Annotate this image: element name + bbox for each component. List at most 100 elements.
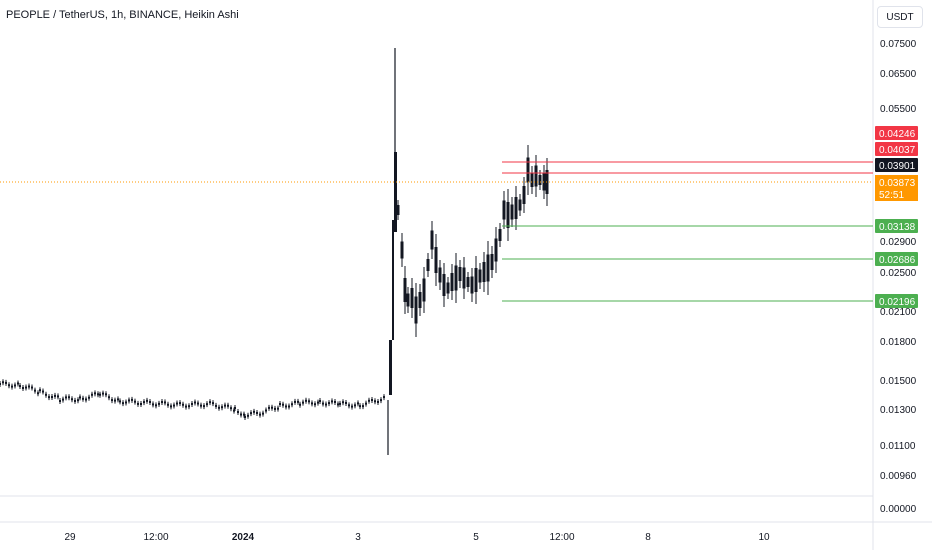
candle-body	[11, 385, 13, 388]
candle-body	[348, 404, 350, 407]
candle-body	[244, 415, 246, 418]
candle-body	[490, 254, 494, 270]
candle-body	[259, 413, 261, 416]
candle-body	[256, 411, 258, 414]
candle-body	[522, 186, 526, 204]
candle-body	[5, 381, 7, 384]
candle-body	[39, 389, 41, 392]
candle-body	[19, 385, 21, 388]
candle-body	[149, 400, 151, 403]
candle-body	[203, 405, 205, 408]
price-tick-label: 0.01100	[880, 441, 916, 452]
candle-body	[224, 404, 226, 407]
price-level-value: 0.04246	[879, 129, 916, 140]
candle-body	[131, 398, 133, 401]
candle-body	[498, 229, 502, 241]
price-level-value: 0.02196	[879, 297, 916, 308]
candle-body	[317, 401, 319, 404]
candle-body	[380, 399, 382, 402]
candle-body	[167, 403, 169, 406]
price-tick-label: 0.05500	[880, 104, 917, 115]
price-tick-label: 0.02100	[880, 307, 917, 318]
candle-body	[197, 402, 199, 405]
candle-body	[371, 399, 373, 402]
candle-body	[111, 399, 113, 402]
candle-body	[243, 413, 245, 416]
candle-body	[474, 268, 478, 292]
candle-body	[25, 386, 27, 389]
candle-body	[215, 404, 217, 407]
candle-body	[137, 402, 139, 405]
candle-body	[359, 405, 361, 408]
candle-body	[62, 398, 64, 401]
candle-body	[57, 395, 59, 398]
candle-body	[68, 396, 70, 399]
candle-body	[17, 382, 19, 385]
candle-body	[85, 398, 87, 401]
currency-unit-button[interactable]: USDT	[877, 6, 923, 28]
candle-body	[394, 152, 397, 232]
candle-body	[334, 400, 336, 403]
candle-body	[209, 401, 211, 404]
candle-body	[155, 404, 157, 407]
candle-body	[410, 288, 414, 308]
candle-body	[233, 409, 235, 412]
candle-body	[389, 340, 392, 395]
price-level-badge	[875, 158, 918, 172]
candle-body	[108, 396, 110, 399]
candle-body	[534, 165, 538, 187]
candle-body	[426, 259, 430, 271]
candle-body	[170, 405, 172, 408]
candle-body	[253, 410, 255, 413]
candle-body	[134, 400, 136, 403]
candle-body	[143, 401, 145, 404]
candle-body	[37, 392, 39, 395]
candle-body	[470, 276, 474, 294]
candle-body	[288, 405, 290, 408]
candle-body	[368, 399, 370, 402]
candle-body	[119, 400, 121, 403]
candle-body	[422, 278, 426, 302]
candle-body	[77, 399, 79, 402]
candle-body	[45, 393, 47, 396]
candle-body	[146, 399, 148, 402]
candle-body	[206, 403, 208, 406]
candle-body	[454, 265, 458, 291]
candle-body	[325, 403, 327, 406]
candle-body	[262, 412, 264, 415]
candle-body	[28, 385, 30, 388]
candle-body	[114, 399, 116, 402]
price-tick-label: 0.06500	[880, 69, 917, 80]
candle-body	[538, 175, 542, 185]
candle-body	[302, 401, 304, 404]
price-tick-label: 0.00000	[880, 504, 917, 515]
candle-body	[430, 230, 434, 250]
price-level-badge	[875, 252, 918, 266]
candle-body	[54, 394, 56, 397]
candle-body	[328, 402, 330, 405]
candle-body	[240, 413, 242, 416]
candle-body	[128, 399, 130, 402]
candle-body	[102, 392, 104, 395]
candle-body	[530, 173, 534, 187]
price-level-badge	[875, 126, 918, 140]
time-tick-label: 5	[473, 532, 479, 543]
candle-body	[274, 407, 276, 410]
candle-body	[400, 241, 404, 259]
candle-body	[2, 381, 4, 384]
candle-body	[418, 292, 422, 308]
candle-body	[271, 406, 273, 409]
candle-body	[518, 199, 522, 211]
candle-body	[494, 238, 498, 262]
candle-body	[297, 400, 299, 403]
candle-body	[152, 403, 154, 406]
candle-body	[406, 293, 410, 307]
candle-body	[230, 407, 232, 410]
candle-body	[268, 406, 270, 409]
candle-body	[250, 412, 252, 415]
candle-body	[458, 267, 462, 281]
time-axis: 29 12:00 2024 3 5 12:00 8 10	[64, 532, 770, 543]
candle-body	[179, 402, 181, 405]
candle-body	[234, 407, 236, 410]
